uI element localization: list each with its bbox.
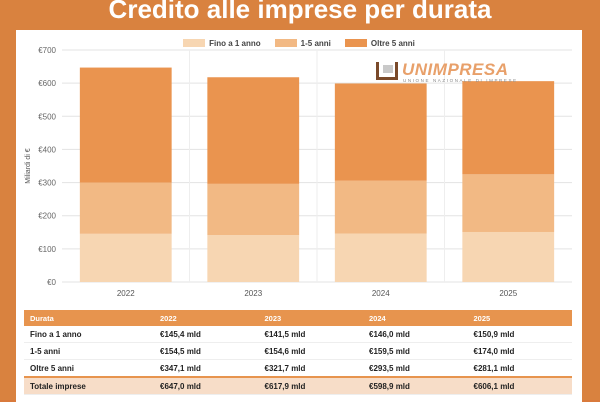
table-cell: €154,5 mld	[154, 342, 259, 360]
table-cell: €281,1 mld	[467, 359, 572, 378]
y-tick-label: €300	[38, 179, 56, 188]
legend-item-short: Fino a 1 anno	[183, 39, 261, 48]
y-tick-label: €400	[38, 145, 56, 154]
x-tick-label: 2025	[499, 289, 517, 298]
table-cell: 1-5 anni	[24, 342, 154, 360]
legend-swatch-mid	[274, 39, 297, 47]
table-cell: €159,5 mld	[363, 342, 468, 360]
logo-mark-icon	[376, 62, 398, 80]
bar-segment-2025-2	[462, 81, 555, 175]
table-cell: €321,7 mld	[258, 359, 363, 378]
table-cell: €154,6 mld	[258, 342, 363, 360]
bar-segment-2022-0	[79, 233, 172, 282]
legend-swatch-long	[344, 39, 367, 47]
bar-segment-2022-1	[79, 182, 172, 234]
y-tick-label: €500	[38, 112, 56, 121]
x-tick-label: 2022	[117, 289, 135, 298]
table-cell: Oltre 5 anni	[24, 359, 154, 378]
bar-segment-2023-2	[207, 77, 300, 184]
legend-label-mid: 1-5 anni	[300, 38, 331, 48]
table-cell: €598,9 mld	[363, 376, 468, 395]
table-header-cell: Durata	[24, 310, 154, 326]
chart-legend: Fino a 1 anno 1-5 anni Oltre 5 anni	[16, 36, 582, 50]
bar-segment-2024-2	[334, 83, 427, 181]
legend-label-short: Fino a 1 anno	[209, 38, 261, 48]
logo-subtitle: UNIONE NAZIONALE DI IMPRESE	[403, 78, 518, 83]
bar-segment-2022-2	[79, 67, 172, 183]
table-row: Oltre 5 anni €347,1 mld €321,7 mld €293,…	[24, 359, 572, 378]
x-tick-label: 2023	[244, 289, 262, 298]
bar-segment-2024-1	[334, 180, 427, 234]
data-table: Durata 2022 2023 2024 2025 Fino a 1 anno…	[24, 310, 572, 395]
bar-segment-2023-0	[207, 235, 300, 282]
y-tick-label: €200	[38, 212, 56, 221]
table-header-cell: 2022	[154, 310, 259, 326]
table-cell: €617,9 mld	[258, 376, 363, 395]
table-row: 1-5 anni €154,5 mld €154,6 mld €159,5 ml…	[24, 342, 572, 360]
table-header-cell: 2023	[258, 310, 363, 326]
table-cell: €174,0 mld	[467, 342, 572, 360]
table-cell: €293,5 mld	[363, 359, 468, 378]
y-tick-label: €100	[38, 245, 56, 254]
table-cell: Totale imprese	[24, 376, 154, 395]
page-title: Credito alle imprese per durata	[108, 0, 492, 24]
table-header-row: Durata 2022 2023 2024 2025	[24, 310, 572, 326]
table-header-cell: 2024	[363, 310, 468, 326]
content-panel: Fino a 1 anno 1-5 anni Oltre 5 anni €0 €1…	[16, 30, 582, 402]
stacked-bar-chart: €0 €100 €200 €300 €400 €500 €600 €700 Miliardi d…	[25, 46, 572, 298]
table-header-cell: 2025	[467, 310, 572, 326]
bar-segment-2023-1	[207, 183, 300, 236]
legend-swatch-short	[183, 39, 206, 47]
bar-segment-2025-0	[462, 231, 555, 282]
table-row: Fino a 1 anno €145,4 mld €141,5 mld €146…	[24, 326, 572, 343]
legend-item-mid: 1-5 anni	[274, 38, 331, 48]
x-tick-label: 2024	[372, 289, 390, 298]
table-cell: €347,1 mld	[154, 359, 259, 378]
y-tick-label: €0	[47, 278, 56, 287]
y-axis-label: Miliardi di €	[25, 148, 32, 184]
table-total-row: Totale imprese €647,0 mld €617,9 mld €59…	[24, 376, 572, 395]
table-cell: Fino a 1 anno	[24, 326, 154, 343]
legend-label-long: Oltre 5 anni	[370, 38, 415, 48]
table-cell: €647,0 mld	[154, 376, 259, 395]
unimpresa-logo: UNIMPRESA UNIONE NAZIONALE DI IMPRESE	[376, 60, 536, 84]
table-cell: €150,9 mld	[467, 326, 572, 343]
y-tick-label: €700	[38, 46, 56, 55]
logo-mark-inner	[383, 65, 393, 73]
table-cell: €141,5 mld	[258, 326, 363, 343]
legend-item-long: Oltre 5 anni	[344, 38, 415, 48]
bar-segment-2025-1	[462, 174, 555, 232]
bar-segment-2024-0	[334, 233, 427, 282]
table-cell: €146,0 mld	[363, 326, 468, 343]
table-cell: €606,1 mld	[467, 376, 572, 395]
table-cell: €145,4 mld	[154, 326, 259, 343]
logo-name: UNIMPRESA	[402, 60, 509, 79]
y-tick-label: €600	[38, 79, 56, 88]
